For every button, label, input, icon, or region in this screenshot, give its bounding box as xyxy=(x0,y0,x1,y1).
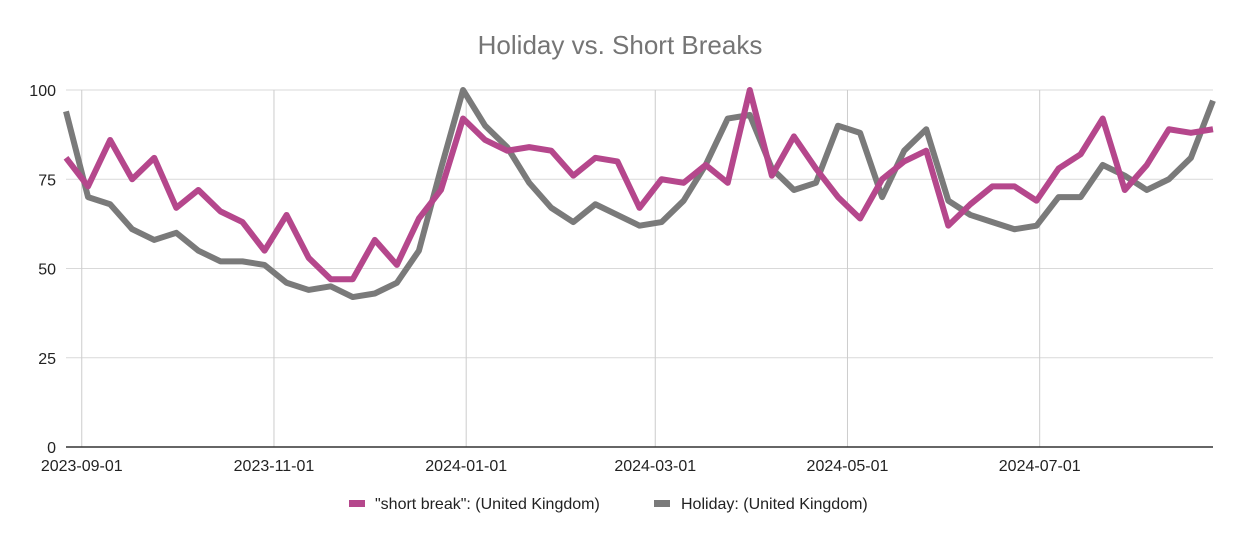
y-tick-label: 75 xyxy=(38,172,56,189)
y-tick-label: 0 xyxy=(47,440,56,457)
chart-title: Holiday vs. Short Breaks xyxy=(478,30,763,60)
y-tick-label: 100 xyxy=(29,83,56,100)
vertical-gridlines xyxy=(81,90,1041,447)
y-tick-label: 50 xyxy=(38,262,56,279)
y-axis-ticks: 0 25 50 75 100 xyxy=(29,83,56,457)
x-tick-label: 2023-11-01 xyxy=(234,458,315,475)
series-line-short-break xyxy=(63,87,1214,283)
legend-label-holiday: Holiday: (United Kingdom) xyxy=(681,496,868,513)
x-tick-label: 2024-07-01 xyxy=(999,458,1081,475)
y-tick-label: 25 xyxy=(38,351,56,368)
legend-swatch-holiday xyxy=(654,500,670,507)
x-tick-label: 2023-09-01 xyxy=(41,458,123,475)
series-lines xyxy=(63,87,1216,301)
legend-swatch-short-break xyxy=(349,500,365,507)
x-axis-ticks: 2023-09-01 2023-11-01 2024-01-01 2024-03-01… xyxy=(41,458,1081,475)
x-tick-label: 2024-01-01 xyxy=(425,458,507,475)
series-line-holiday xyxy=(63,87,1216,301)
legend-label-short-break: "short break": (United Kingdom) xyxy=(375,496,600,513)
gridlines xyxy=(66,89,1213,359)
x-tick-label: 2024-03-01 xyxy=(614,458,696,475)
x-tick-label: 2024-05-01 xyxy=(807,458,889,475)
legend: "short break": (United Kingdom) Holiday:… xyxy=(349,496,868,513)
